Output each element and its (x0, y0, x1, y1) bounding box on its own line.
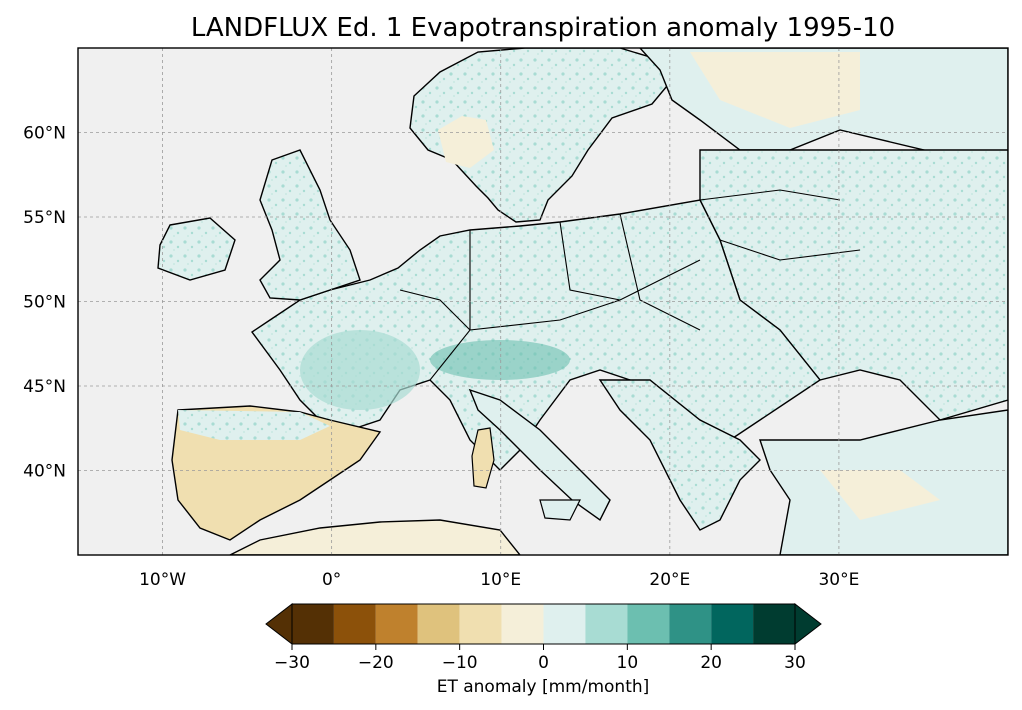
colorbar-bin (417, 604, 460, 644)
x-tick-label: 0° (322, 570, 341, 590)
colorbar-bin (333, 604, 376, 644)
colorbar-over-extension (794, 602, 822, 646)
x-tick-label: 10°E (480, 570, 521, 590)
colorbar-tick-label: −10 (442, 653, 478, 673)
colorbar-bin (292, 604, 334, 644)
x-axis-ticks: 10°W 0° 10°E 20°E 30°E (139, 570, 859, 590)
colorbar-tick-label: 10 (617, 653, 639, 673)
iberia-north-wet (178, 410, 330, 440)
france-anomaly (300, 330, 420, 410)
x-tick-label: 10°W (139, 570, 186, 590)
land-corsica-sardinia (471, 427, 495, 489)
land-britain (259, 149, 361, 301)
alps-anomaly (430, 340, 570, 380)
land-scandinavia-south (438, 116, 494, 168)
colorbar: −30 −20 −10 0 10 20 30 (265, 602, 822, 673)
map-title: LANDFLUX Ed. 1 Evapotranspiration anomal… (191, 13, 895, 43)
colorbar-bin (543, 604, 586, 644)
land-sicily (539, 499, 581, 521)
land-finland-dry (690, 52, 860, 128)
colorbar-bin (375, 604, 418, 644)
y-axis-ticks: 60°N 55°N 50°N 45°N 40°N (23, 124, 66, 482)
colorbar-bin (585, 604, 628, 644)
colorbar-bin (627, 604, 670, 644)
y-tick-label: 50°N (23, 293, 66, 313)
colorbar-bin (711, 604, 754, 644)
y-tick-label: 40°N (23, 462, 66, 482)
x-tick-label: 20°E (649, 570, 690, 590)
colorbar-tick-label: −30 (274, 653, 310, 673)
y-tick-label: 60°N (23, 124, 66, 144)
map-gridlines (78, 48, 1008, 555)
colorbar-tick-label: 30 (784, 653, 806, 673)
land-ireland (157, 217, 236, 281)
land-balkans (598, 379, 761, 531)
y-tick-label: 45°N (23, 377, 66, 397)
colorbar-bin (753, 604, 795, 644)
turkey-dry (820, 470, 940, 520)
map-land-layer (157, 48, 1008, 555)
colorbar-tick-label: −20 (358, 653, 394, 673)
land-north-africa (229, 519, 521, 555)
colorbar-tick-label: 0 (538, 653, 549, 673)
y-tick-label: 55°N (23, 208, 66, 228)
x-tick-label: 30°E (818, 570, 859, 590)
colorbar-under-extension (265, 602, 293, 646)
colorbar-bin (501, 604, 544, 644)
land-italy (468, 388, 611, 522)
land-scandinavia (409, 48, 673, 223)
map-frame (77, 47, 1009, 556)
country-borders (399, 189, 861, 381)
colorbar-bin (669, 604, 712, 644)
colorbar-bin (459, 604, 502, 644)
colorbar-tick-label: 20 (700, 653, 722, 673)
colorbar-label: ET anomaly [mm/month] (437, 677, 650, 697)
